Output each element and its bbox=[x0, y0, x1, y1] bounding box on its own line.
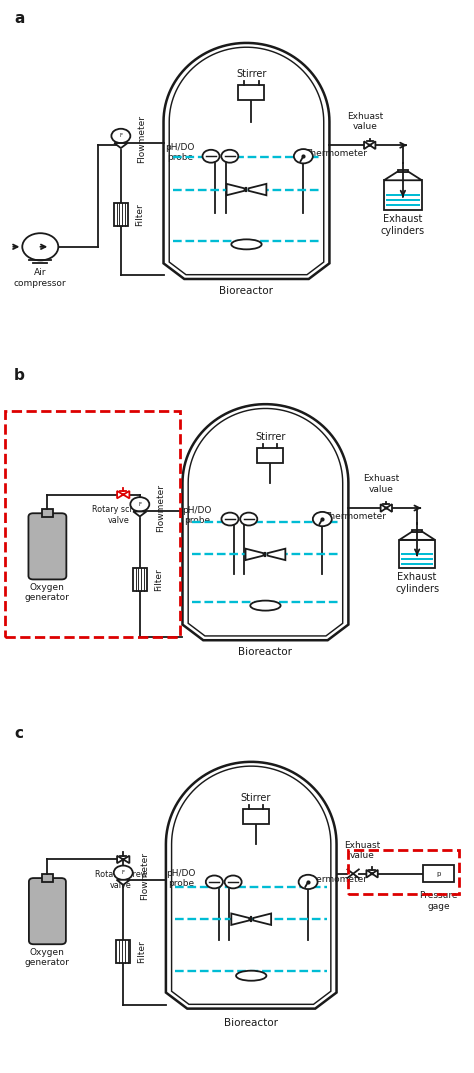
Polygon shape bbox=[248, 183, 266, 195]
Polygon shape bbox=[166, 762, 337, 1009]
Text: Flowmeter: Flowmeter bbox=[140, 852, 149, 900]
Circle shape bbox=[299, 874, 318, 890]
Text: Stirrer: Stirrer bbox=[236, 69, 266, 78]
Bar bbox=[398, 170, 408, 172]
Text: Exhuast
value: Exhuast value bbox=[345, 841, 381, 861]
Text: Pressure
gage: Pressure gage bbox=[419, 892, 458, 911]
Text: b: b bbox=[14, 368, 25, 383]
Polygon shape bbox=[366, 870, 372, 878]
Bar bbox=[348, 851, 459, 895]
Bar bbox=[238, 85, 264, 100]
Circle shape bbox=[111, 129, 130, 143]
Text: a: a bbox=[14, 11, 25, 26]
Text: Flowmeter: Flowmeter bbox=[156, 484, 165, 532]
Polygon shape bbox=[384, 172, 422, 180]
Polygon shape bbox=[117, 880, 130, 885]
Text: Stirrer: Stirrer bbox=[241, 793, 271, 803]
Text: pH/DO
probe: pH/DO probe bbox=[182, 505, 211, 525]
Text: Bioreactor: Bioreactor bbox=[224, 1017, 278, 1028]
Bar bbox=[42, 509, 53, 517]
Text: Stirrer: Stirrer bbox=[255, 431, 285, 442]
Text: Filter: Filter bbox=[137, 940, 146, 962]
Polygon shape bbox=[386, 504, 392, 512]
Text: Oxygen
generator: Oxygen generator bbox=[25, 583, 70, 602]
Polygon shape bbox=[164, 43, 329, 279]
Polygon shape bbox=[123, 856, 129, 863]
Text: Exhuast
value: Exhuast value bbox=[364, 474, 400, 494]
Text: Rotary screw
valve: Rotary screw valve bbox=[92, 505, 145, 525]
Polygon shape bbox=[117, 856, 123, 863]
Circle shape bbox=[114, 866, 133, 880]
Text: Filter: Filter bbox=[154, 568, 163, 591]
Circle shape bbox=[240, 513, 257, 526]
Circle shape bbox=[202, 150, 219, 163]
Circle shape bbox=[206, 876, 223, 888]
Circle shape bbox=[122, 858, 125, 861]
Polygon shape bbox=[253, 913, 271, 925]
Text: Flowmeter: Flowmeter bbox=[137, 116, 146, 163]
Polygon shape bbox=[372, 870, 378, 878]
Polygon shape bbox=[364, 142, 370, 149]
Bar bbox=[114, 203, 128, 226]
Text: p: p bbox=[436, 870, 441, 877]
Circle shape bbox=[371, 872, 374, 874]
Bar bbox=[133, 568, 147, 591]
Polygon shape bbox=[267, 548, 285, 560]
Text: Exhaust
cylinders: Exhaust cylinders bbox=[395, 572, 439, 594]
Text: Exhaust
cylinders: Exhaust cylinders bbox=[381, 215, 425, 236]
Circle shape bbox=[130, 497, 149, 512]
Polygon shape bbox=[246, 548, 264, 560]
FancyBboxPatch shape bbox=[29, 878, 66, 944]
Circle shape bbox=[221, 513, 238, 526]
Polygon shape bbox=[114, 143, 128, 148]
Polygon shape bbox=[370, 142, 375, 149]
Text: Air
compressor: Air compressor bbox=[14, 268, 67, 288]
Polygon shape bbox=[400, 531, 435, 540]
Text: pH/DO
probe: pH/DO probe bbox=[165, 143, 195, 162]
Polygon shape bbox=[133, 512, 146, 516]
Circle shape bbox=[221, 150, 238, 163]
Text: Thermometer: Thermometer bbox=[325, 512, 386, 520]
Polygon shape bbox=[117, 491, 123, 498]
Circle shape bbox=[225, 876, 242, 888]
Ellipse shape bbox=[236, 971, 266, 981]
Bar bbox=[42, 873, 53, 882]
Bar bbox=[257, 449, 283, 464]
Bar bbox=[384, 180, 422, 210]
Polygon shape bbox=[381, 504, 386, 512]
Text: Filter: Filter bbox=[135, 203, 144, 226]
Bar bbox=[5, 411, 180, 636]
Circle shape bbox=[22, 233, 58, 261]
Polygon shape bbox=[123, 491, 129, 498]
Polygon shape bbox=[227, 183, 245, 195]
Text: F: F bbox=[122, 870, 125, 876]
Text: Oxygen
generator: Oxygen generator bbox=[25, 947, 70, 967]
Text: F: F bbox=[138, 502, 141, 506]
Polygon shape bbox=[231, 913, 249, 925]
Bar bbox=[400, 540, 435, 568]
Circle shape bbox=[385, 506, 388, 509]
Polygon shape bbox=[182, 405, 348, 641]
Text: Thermometer: Thermometer bbox=[306, 149, 367, 158]
Text: Rotary screw
valve: Rotary screw valve bbox=[95, 870, 147, 890]
Ellipse shape bbox=[231, 239, 262, 249]
Text: Thermometer: Thermometer bbox=[306, 874, 367, 883]
Text: Bioreactor: Bioreactor bbox=[238, 647, 292, 658]
Ellipse shape bbox=[250, 601, 281, 611]
Text: c: c bbox=[14, 726, 23, 741]
Text: pH/DO
probe: pH/DO probe bbox=[166, 869, 196, 888]
Bar bbox=[412, 530, 422, 531]
Bar bbox=[243, 809, 269, 824]
Circle shape bbox=[368, 144, 371, 146]
Circle shape bbox=[122, 494, 125, 496]
Circle shape bbox=[313, 512, 332, 526]
Bar bbox=[116, 940, 130, 964]
Bar bbox=[423, 865, 454, 882]
Text: Bioreactor: Bioreactor bbox=[219, 286, 273, 296]
FancyBboxPatch shape bbox=[28, 513, 66, 579]
Circle shape bbox=[294, 149, 313, 163]
Text: F: F bbox=[119, 133, 122, 138]
Text: Exhuast
value: Exhuast value bbox=[347, 112, 383, 131]
